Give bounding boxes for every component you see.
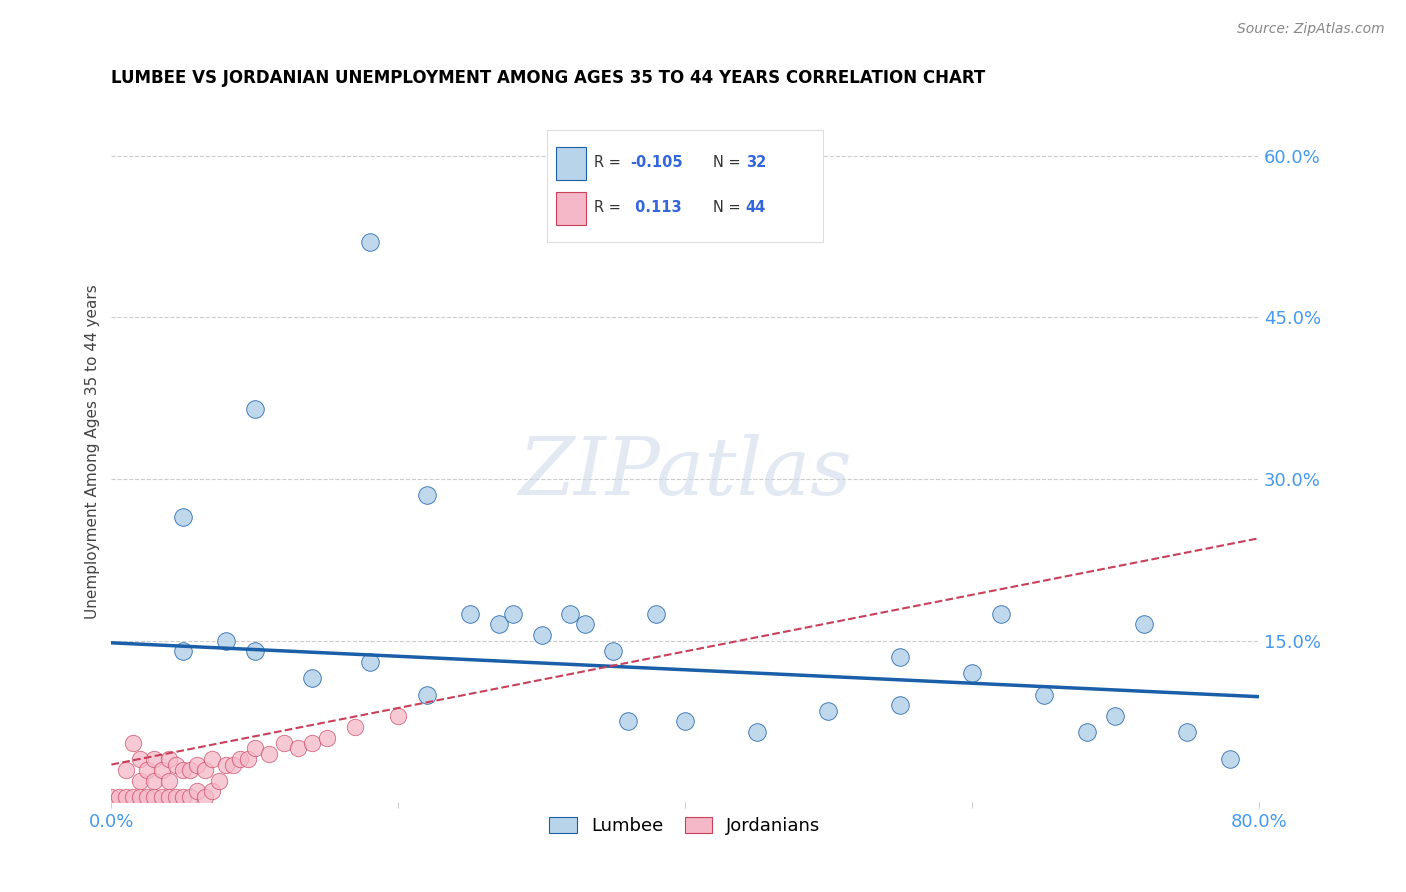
Point [122,736,145,750]
Point [645,607,668,621]
Point [129,773,152,788]
Point [530,628,553,642]
Point [107,789,129,804]
Point [416,488,439,502]
Point [150,763,173,777]
Y-axis label: Unemployment Among Ages 35 to 44 years: Unemployment Among Ages 35 to 44 years [86,285,100,619]
Point [344,720,367,734]
Point [359,655,381,669]
Point [1104,709,1126,723]
Point [1133,617,1156,632]
Point [157,789,180,804]
Point [201,752,224,766]
Point [960,665,983,680]
Point [301,736,323,750]
Point [186,757,208,772]
Point [616,714,638,729]
Point [387,709,409,723]
Point [172,644,194,658]
Point [458,607,481,621]
Point [243,644,266,658]
Point [359,235,381,249]
Point [114,789,136,804]
Point [172,789,194,804]
Point [122,789,145,804]
Point [243,402,266,417]
Point [194,789,217,804]
Point [143,789,166,804]
Point [273,736,295,750]
Point [150,789,173,804]
Point [560,607,582,621]
Point [990,607,1012,621]
Point [194,763,217,777]
Legend: Lumbee, Jordanians: Lumbee, Jordanians [543,810,828,842]
Point [229,752,252,766]
Point [1175,725,1198,739]
Text: ZIPatlas: ZIPatlas [519,434,852,512]
Point [157,752,180,766]
Point [186,784,208,798]
Point [100,789,122,804]
Point [143,773,166,788]
Text: LUMBEE VS JORDANIAN UNEMPLOYMENT AMONG AGES 35 TO 44 YEARS CORRELATION CHART: LUMBEE VS JORDANIAN UNEMPLOYMENT AMONG A… [111,69,986,87]
Point [817,704,839,718]
Point [889,649,911,664]
Point [301,672,323,686]
Point [1219,752,1241,766]
Point [179,763,201,777]
Point [129,789,152,804]
Point [165,789,187,804]
Point [488,617,510,632]
Point [257,747,280,761]
Point [416,688,439,702]
Point [1032,688,1054,702]
Point [114,763,136,777]
Point [1076,725,1098,739]
Point [215,757,238,772]
Point [602,644,624,658]
Point [315,731,337,745]
Point [222,757,245,772]
Point [143,752,166,766]
Point [208,773,231,788]
Point [243,741,266,756]
Point [201,784,224,798]
Point [165,757,187,772]
Point [889,698,911,713]
Point [215,633,238,648]
Point [236,752,259,766]
Point [574,617,596,632]
Point [673,714,696,729]
Text: Source: ZipAtlas.com: Source: ZipAtlas.com [1237,22,1385,37]
Point [179,789,201,804]
Point [157,773,180,788]
Point [287,741,309,756]
Point [136,763,159,777]
Point [136,789,159,804]
Point [502,607,524,621]
Point [129,752,152,766]
Point [172,763,194,777]
Point [172,509,194,524]
Point [745,725,768,739]
